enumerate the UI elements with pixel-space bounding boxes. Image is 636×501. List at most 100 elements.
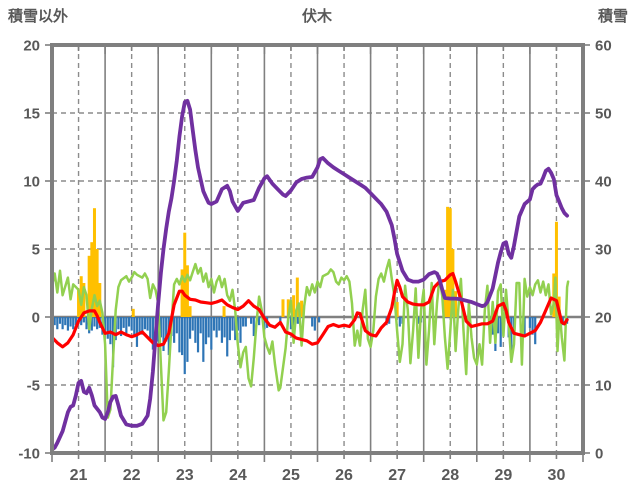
x-axis-day-label: 29 [494, 467, 512, 484]
orange-bar [90, 242, 94, 317]
blue-bar [143, 317, 147, 330]
blue-bar [496, 317, 500, 334]
blue-bar [296, 317, 299, 324]
orange-bar [454, 291, 458, 317]
left-axis-tick-label: 0 [32, 310, 40, 327]
orange-bar [131, 308, 135, 317]
blue-bar [226, 317, 229, 357]
blue-bar [207, 317, 210, 338]
orange-bar [448, 208, 452, 317]
blue-bar [173, 317, 176, 343]
orange-bar [443, 289, 447, 317]
blue-bar [141, 317, 144, 335]
purple-line-right-axis [50, 98, 569, 452]
blue-bar [138, 317, 141, 334]
x-axis-day-label: 25 [282, 467, 300, 484]
left-axis-tick-label: 15 [23, 106, 40, 123]
blue-bar [69, 317, 72, 327]
x-axis-day-label: 22 [123, 467, 141, 484]
blue-bar [64, 317, 67, 326]
red-line-left-axis [50, 271, 569, 349]
blue-bar [183, 317, 186, 375]
blue-bar [149, 317, 152, 339]
right-axis-tick-label: 30 [595, 242, 612, 259]
x-axis-day-label: 30 [548, 467, 566, 484]
blue-bar [82, 317, 85, 323]
left-axis-tick-label: -5 [27, 378, 40, 395]
blue-bar [223, 317, 226, 338]
blue-bar [231, 317, 234, 331]
blue-bar [499, 317, 502, 347]
orange-bar [77, 289, 81, 317]
x-axis-day-label: 28 [441, 467, 459, 484]
blue-bar [135, 317, 139, 347]
blue-bar [218, 317, 221, 331]
blue-bar [56, 317, 59, 330]
blue-bar [186, 317, 189, 362]
orange-bar [446, 206, 450, 317]
blue-bar [263, 317, 266, 330]
blue-bar [127, 317, 131, 327]
blue-bar [130, 317, 133, 331]
blue-bar [212, 317, 216, 331]
right-axis-tick-label: 20 [595, 310, 612, 327]
blue-bar [491, 317, 494, 335]
blue-bar [165, 317, 168, 342]
right-axis-tick-label: 10 [595, 378, 612, 395]
blue-bar [80, 317, 83, 326]
orange-bar [82, 283, 86, 317]
blue-bar [279, 317, 282, 324]
blue-bar [90, 317, 93, 331]
blue-bar [74, 317, 77, 326]
x-axis-day-label: 27 [388, 467, 406, 484]
orange-bar [292, 295, 296, 317]
blue-bar [191, 317, 194, 331]
blue-bar [252, 317, 255, 337]
blue-bar [104, 317, 107, 331]
blue-bar [117, 317, 120, 330]
blue-bar [239, 317, 242, 343]
orange-bar [300, 300, 304, 317]
orange-bar [554, 221, 558, 317]
blue-bar [199, 317, 202, 334]
left-axis-tick-label: 20 [23, 38, 40, 55]
blue-bar [151, 317, 154, 350]
blue-bar [244, 317, 247, 327]
orange-bar [281, 299, 285, 317]
blue-bar [220, 317, 224, 343]
blue-bar [194, 317, 197, 343]
blue-bar [528, 317, 531, 328]
blue-bar [388, 317, 391, 324]
blue-bar [234, 317, 237, 341]
blue-bar [289, 317, 293, 330]
blue-bar [204, 317, 208, 345]
blue-bar [162, 317, 165, 351]
blue-bar [53, 317, 56, 326]
orange-bar [92, 208, 96, 317]
blue-bar [66, 317, 70, 331]
blue-bar [531, 317, 534, 335]
orange-bar [188, 306, 192, 317]
right-axis-tick-label: 0 [595, 446, 603, 463]
blue-bar [58, 317, 62, 324]
blue-bar [202, 317, 205, 362]
blue-bar [257, 317, 261, 326]
blue-bar [188, 317, 192, 339]
left-axis-title: 積雪以外 [8, 8, 69, 25]
blue-bar [398, 317, 401, 327]
blue-bar [317, 317, 321, 323]
chart-title: 伏木 [301, 8, 333, 25]
blue-bar [106, 317, 109, 339]
blue-bar [523, 317, 526, 338]
blue-bar [215, 317, 218, 338]
blue-bar [180, 317, 184, 356]
blue-bar [196, 317, 200, 353]
blue-bar [178, 317, 181, 353]
blue-bar [146, 317, 149, 331]
blue-bar [242, 317, 245, 327]
blue-bar [96, 317, 99, 330]
blue-bar [159, 317, 162, 338]
blue-bar [250, 317, 253, 324]
